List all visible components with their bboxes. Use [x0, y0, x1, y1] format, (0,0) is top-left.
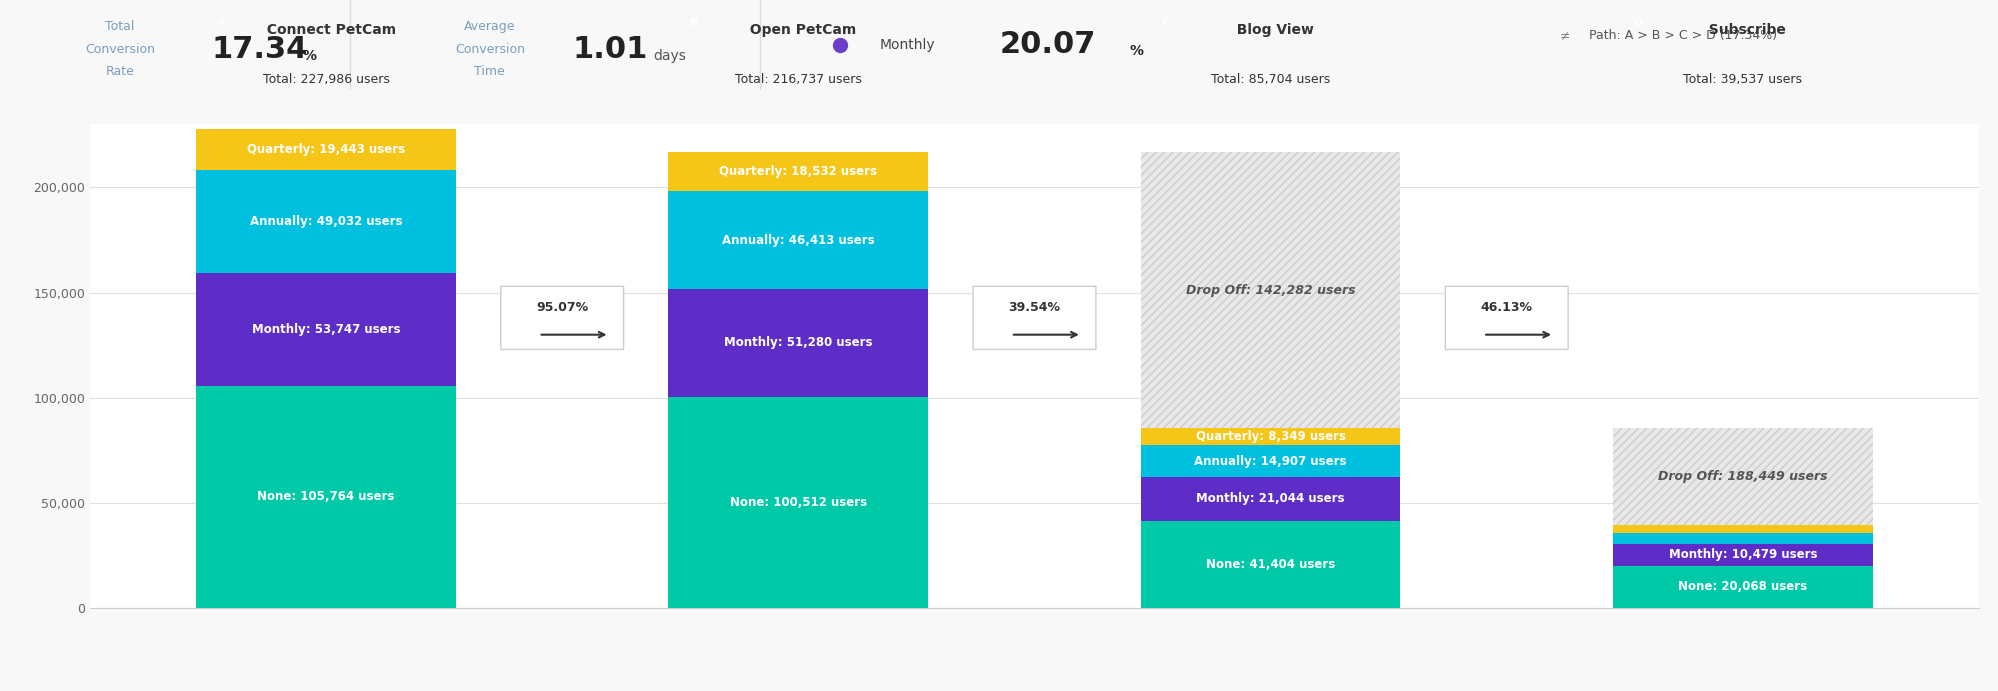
Text: None: 100,512 users: None: 100,512 users: [729, 496, 867, 509]
Text: Time: Time: [474, 66, 505, 78]
Text: D: D: [1634, 18, 1642, 28]
Text: 1.01: 1.01: [571, 35, 647, 64]
Text: Annually: 46,413 users: Annually: 46,413 users: [721, 234, 875, 247]
Text: Open PetCam: Open PetCam: [739, 23, 855, 37]
Bar: [667, 289, 927, 397]
Bar: [1141, 477, 1401, 521]
Text: Total: 216,737 users: Total: 216,737 users: [735, 73, 861, 86]
Text: Quarterly: 8,349 users: Quarterly: 8,349 users: [1195, 430, 1345, 443]
Text: ≠: ≠: [1558, 30, 1568, 42]
Text: Monthly: 51,280 users: Monthly: 51,280 users: [723, 337, 873, 349]
Bar: [1141, 446, 1401, 477]
Text: A: A: [218, 18, 226, 28]
Text: %: %: [302, 48, 318, 63]
Text: Quarterly: 18,532 users: Quarterly: 18,532 users: [719, 165, 877, 178]
Bar: [196, 386, 456, 608]
Bar: [1141, 152, 1401, 608]
Text: None: 41,404 users: None: 41,404 users: [1205, 558, 1335, 571]
Text: None: 20,068 users: None: 20,068 users: [1678, 580, 1806, 594]
Bar: [196, 129, 456, 169]
Bar: [1612, 544, 1872, 566]
Text: Total: 85,704 users: Total: 85,704 users: [1211, 73, 1329, 86]
Text: C: C: [1163, 18, 1171, 28]
FancyBboxPatch shape: [973, 286, 1095, 350]
Text: Monthly: 53,747 users: Monthly: 53,747 users: [252, 323, 400, 336]
Bar: [667, 397, 927, 608]
Text: days: days: [653, 48, 685, 63]
Text: Conversion: Conversion: [84, 43, 156, 56]
Text: 20.07: 20.07: [999, 30, 1095, 59]
Text: Drop Off: 188,449 users: Drop Off: 188,449 users: [1656, 470, 1826, 483]
Text: Blog View: Blog View: [1227, 23, 1313, 37]
Text: Annually: 14,907 users: Annually: 14,907 users: [1193, 455, 1347, 468]
Text: 46.13%: 46.13%: [1481, 301, 1532, 314]
Text: Subscribe: Subscribe: [1698, 23, 1786, 37]
Text: Drop Off: 142,282 users: Drop Off: 142,282 users: [1185, 283, 1355, 296]
Bar: [1612, 428, 1872, 608]
Text: %: %: [1129, 44, 1143, 58]
Bar: [1612, 525, 1872, 533]
Text: Total: Total: [106, 21, 134, 33]
Bar: [1612, 533, 1872, 544]
Bar: [1141, 521, 1401, 608]
Text: 39.54%: 39.54%: [1007, 301, 1061, 314]
FancyBboxPatch shape: [501, 286, 623, 350]
Bar: [1612, 566, 1872, 608]
Bar: [1141, 428, 1401, 446]
Text: Quarterly: 19,443 users: Quarterly: 19,443 users: [248, 142, 406, 155]
Text: Annually: 49,032 users: Annually: 49,032 users: [250, 215, 402, 227]
Text: Monthly: 21,044 users: Monthly: 21,044 users: [1195, 493, 1345, 505]
Bar: [667, 152, 927, 191]
Text: Conversion: Conversion: [454, 43, 525, 56]
FancyBboxPatch shape: [1445, 286, 1566, 350]
Text: None: 105,764 users: None: 105,764 users: [258, 491, 394, 503]
Text: Average: Average: [464, 21, 515, 33]
Text: Monthly: Monthly: [879, 38, 935, 52]
Text: Path: A > B > C > D (17.34%): Path: A > B > C > D (17.34%): [1588, 30, 1776, 42]
Text: Monthly: 10,479 users: Monthly: 10,479 users: [1668, 549, 1816, 561]
Text: 17.34: 17.34: [212, 35, 308, 64]
Text: Rate: Rate: [106, 66, 134, 78]
Bar: [667, 191, 927, 289]
Text: 95.07%: 95.07%: [535, 301, 587, 314]
Text: Connect PetCam: Connect PetCam: [256, 23, 396, 37]
Bar: [196, 169, 456, 273]
Bar: [196, 273, 456, 386]
Text: Total: 227,986 users: Total: 227,986 users: [262, 73, 390, 86]
Text: Total: 39,537 users: Total: 39,537 users: [1682, 73, 1802, 86]
Text: B: B: [689, 18, 697, 28]
